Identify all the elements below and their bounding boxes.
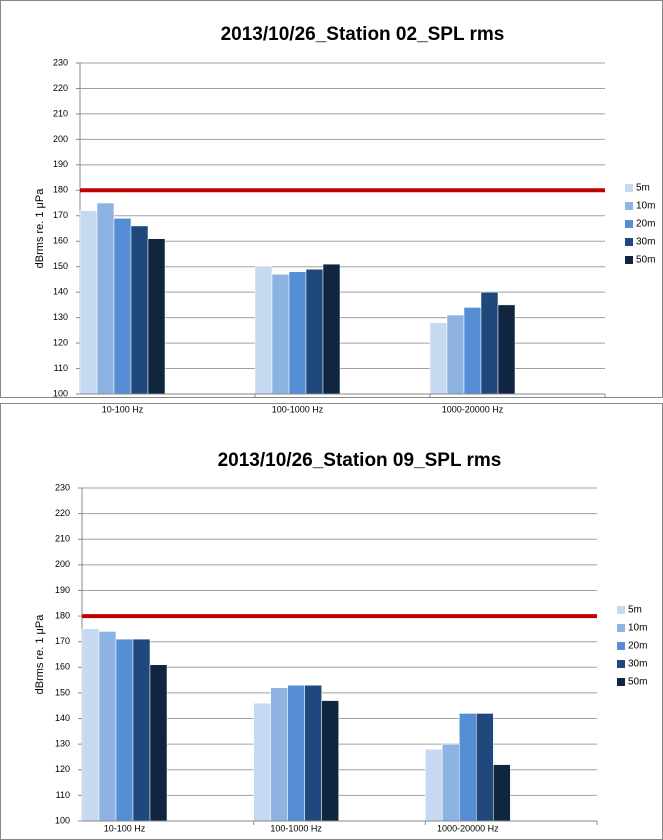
legend-label: 30m [636,237,655,248]
y-tick-label: 200 [53,134,68,144]
bar [305,268,324,395]
chart-title: 2013/10/26_Station 02_SPL rms [221,24,505,45]
bar [497,304,516,395]
legend-swatch [625,184,633,192]
y-tick-label: 180 [55,610,70,620]
legend-label: 10m [636,201,655,212]
bar [425,749,443,822]
bar [115,638,134,822]
legend-swatch [617,606,625,614]
bar [288,271,307,395]
bar [459,713,477,822]
y-tick-label: 220 [55,508,70,518]
bar [442,743,460,822]
y-tick-label: 140 [55,713,70,723]
x-tick-label: 1000-20000 Hz [437,823,499,833]
y-tick-label: 230 [55,482,70,492]
bar [81,628,100,822]
x-tick-label: 10-100 Hz [104,823,146,833]
y-tick-label: 120 [55,764,70,774]
y-tick-label: 120 [53,337,68,347]
y-tick-label: 180 [53,185,68,195]
legend-swatch [625,220,633,228]
x-tick-label: 1000-20000 Hz [442,404,504,414]
bar [322,263,341,395]
legend-label: 20m [628,641,647,652]
legend-swatch [617,678,625,686]
legend-swatch [617,642,625,650]
y-tick-label: 190 [53,159,68,169]
legend-label: 20m [636,219,655,230]
y-tick-label: 190 [55,585,70,595]
bar [493,764,511,822]
bar [321,700,339,822]
y-axis-label: dBrms re. 1 μPa [34,614,46,695]
bar [147,238,166,395]
bar [476,713,494,822]
bar [132,638,151,822]
bar [130,225,149,395]
legend-label: 10m [628,623,647,634]
y-tick-label: 230 [53,57,68,67]
y-tick-label: 110 [54,363,68,373]
bar [271,274,290,395]
legend-label: 30m [628,659,647,670]
bar [463,307,482,395]
bar [79,210,98,395]
legend-swatch [625,238,633,246]
bar [96,202,115,395]
x-tick-label: 100-1000 Hz [272,404,324,414]
y-tick-label: 100 [55,815,70,825]
y-tick-label: 100 [53,388,68,398]
y-tick-label: 170 [55,636,70,646]
y-tick-label: 130 [53,312,68,322]
legend-swatch [617,624,625,632]
chart-title: 2013/10/26_Station 09_SPL rms [218,450,502,471]
legend-label: 5m [628,605,642,616]
legend-swatch [625,256,633,264]
bar [149,664,168,822]
y-tick-label: 160 [53,236,68,246]
y-axis-label: dBrms re. 1 μPa [34,188,46,269]
y-tick-label: 160 [55,662,70,672]
y-tick-label: 130 [55,739,70,749]
bar [254,266,273,395]
bar [480,291,499,395]
y-tick-label: 110 [56,790,70,800]
legend-label: 5m [636,183,650,194]
legend-swatch [625,202,633,210]
legend-label: 50m [628,677,647,688]
y-tick-label: 200 [55,559,70,569]
bar [429,322,448,395]
bar [304,684,322,822]
legend-swatch [617,660,625,668]
y-tick-label: 170 [53,210,68,220]
bar [287,684,305,822]
bar [270,687,288,822]
bar [113,218,132,395]
bar [98,631,117,822]
y-tick-label: 210 [55,534,70,544]
x-tick-label: 100-1000 Hz [270,823,322,833]
bar [446,314,465,395]
bar [253,702,271,822]
y-tick-label: 150 [55,687,70,697]
y-tick-label: 220 [53,83,68,93]
legend-label: 50m [636,255,655,266]
y-tick-label: 210 [53,108,68,118]
y-tick-label: 150 [53,261,68,271]
x-tick-label: 10-100 Hz [102,404,144,414]
y-tick-label: 140 [53,287,68,297]
